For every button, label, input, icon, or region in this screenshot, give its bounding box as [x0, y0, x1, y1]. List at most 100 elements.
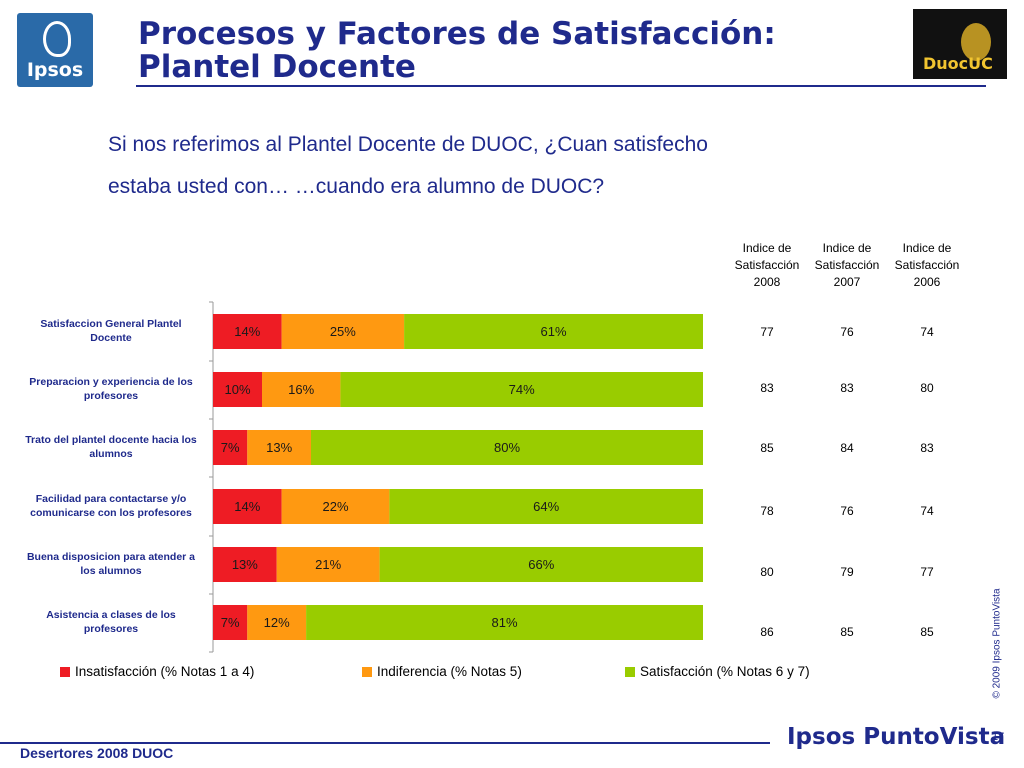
legend-item: Indiferencia (% Notas 5) [362, 664, 522, 679]
index-value: 80 [920, 381, 934, 395]
category-label: Trato del plantel docente hacia los alumn… [14, 433, 208, 461]
category-label-line: Buena disposicion para atender a [26, 551, 196, 563]
ipsos-logo: Ipsos [17, 13, 93, 87]
bar-2-series-1 [247, 430, 311, 465]
title-line-1: Procesos y Factores de Satisfacción: [138, 16, 776, 52]
index-header-line: Indice de [822, 241, 872, 255]
index-value: 77 [760, 325, 774, 339]
category-label-line: comunicarse con los profesores [30, 507, 192, 519]
ipsos-logo-text: Ipsos [26, 59, 84, 81]
legend-label: Indiferencia (% Notas 5) [377, 664, 522, 679]
index-value: 83 [920, 441, 934, 455]
index-value: 85 [840, 625, 854, 639]
legend-swatch [362, 666, 372, 677]
category-label: Preparacion y experiencia de los profesor… [14, 375, 208, 403]
index-value: 83 [760, 381, 774, 395]
bar-4-series-1 [276, 547, 380, 582]
bar-0-series-1 [281, 314, 405, 349]
legend-label: Satisfacción (% Notas 6 y 7) [640, 664, 810, 679]
index-value: 74 [920, 504, 934, 518]
question-text: Si nos referimos al Plantel Docente de D… [108, 124, 828, 208]
bar-label-5-series-1: 12% [264, 615, 290, 630]
category-label-line: Facilidad para contactarse y/o [35, 493, 187, 505]
category-label-line: Trato del plantel docente hacia los [25, 434, 197, 446]
index-header-line: 2006 [913, 275, 941, 289]
bar-4-series-2 [379, 547, 703, 582]
bar-label-0-series-1: 25% [330, 324, 356, 339]
title-divider [136, 85, 986, 87]
bar-3-series-1 [281, 489, 390, 524]
bar-label-3-series-2: 64% [533, 499, 559, 514]
index-header-line: Indice de [742, 241, 792, 255]
index-value: 77 [920, 565, 934, 579]
bar-label-0-series-2: 61% [541, 324, 567, 339]
bar-label-5-series-0: 7% [221, 615, 240, 630]
bar-label-1-series-1: 16% [288, 382, 314, 397]
footer-title: Desertores 2008 DUOC [20, 745, 174, 761]
copyright-side: © 2009 Ipsos PuntoVista [987, 580, 1007, 710]
bar-label-4-series-0: 13% [232, 557, 258, 572]
index-value: 74 [920, 325, 934, 339]
bar-0-series-0 [213, 314, 282, 349]
duoc-logo: DuocUC [913, 9, 1007, 79]
index-header: Indice de Satisfacción 2006 [887, 240, 967, 291]
index-value: 84 [840, 441, 854, 455]
title-line-2: Plantel Docente [138, 49, 416, 85]
footer-brand-logo: Ipsos PuntoVista [787, 724, 1006, 750]
question-line-2: estaba usted con… …cuando era alumno de … [108, 175, 605, 198]
copyright-text: © 2009 Ipsos PuntoVista [991, 588, 1003, 699]
duoc-seal-icon [961, 23, 991, 61]
bar-label-3-series-1: 22% [322, 499, 348, 514]
category-label-line: alumnos [89, 448, 133, 460]
bar-2-series-0 [213, 430, 248, 465]
category-label-line: Satisfaccion General Plantel [40, 318, 182, 330]
index-value: 78 [760, 504, 774, 518]
category-label-line: los alumnos [80, 565, 142, 577]
category-label: Facilidad para contactarse y/o comunicars… [14, 492, 208, 520]
index-value: 76 [840, 325, 854, 339]
index-header-line: 2008 [753, 275, 781, 289]
bar-2-series-2 [311, 430, 703, 465]
bar-label-1-series-0: 10% [224, 382, 250, 397]
category-label: Buena disposicion para atender a los alum… [14, 550, 208, 578]
page-number: 17 [992, 731, 1005, 743]
index-header-line: Satisfacción [894, 258, 960, 272]
category-label-line: Preparacion y experiencia de los [29, 376, 193, 388]
index-header-line: Indice de [902, 241, 952, 255]
category-label-line: Asistencia a clases de los [46, 609, 176, 621]
bar-label-3-series-0: 14% [234, 499, 260, 514]
index-value: 76 [840, 504, 854, 518]
bar-label-4-series-1: 21% [315, 557, 341, 572]
bar-label-2-series-0: 7% [221, 440, 240, 455]
index-header-line: Satisfacción [814, 258, 880, 272]
index-value: 85 [920, 625, 934, 639]
bar-5-series-1 [247, 605, 307, 640]
legend-label: Insatisfacción (% Notas 1 a 4) [75, 664, 255, 679]
category-label-line: Docente [90, 332, 132, 344]
ipsos-face-icon [43, 21, 71, 57]
index-value: 83 [840, 381, 854, 395]
index-header-line: Satisfacción [734, 258, 800, 272]
bar-4-series-0 [213, 547, 277, 582]
legend-item: Satisfacción (% Notas 6 y 7) [625, 664, 810, 679]
index-value: 85 [760, 441, 774, 455]
bar-label-1-series-2: 74% [509, 382, 535, 397]
question-line-1: Si nos referimos al Plantel Docente de D… [108, 133, 708, 156]
category-label: Satisfaccion General Plantel Docente [14, 317, 208, 345]
footer-divider [0, 742, 770, 744]
bar-label-5-series-2: 81% [492, 615, 518, 630]
bar-label-4-series-2: 66% [528, 557, 554, 572]
bar-1-series-1 [262, 372, 341, 407]
index-header: Indice de Satisfacción 2008 [727, 240, 807, 291]
index-value: 79 [840, 565, 854, 579]
bar-label-2-series-1: 13% [266, 440, 292, 455]
category-label-line: profesores [83, 623, 139, 635]
bar-3-series-2 [389, 489, 703, 524]
bar-label-0-series-0: 14% [234, 324, 260, 339]
legend-swatch [625, 666, 635, 677]
legend-item: Insatisfacción (% Notas 1 a 4) [60, 664, 254, 679]
bar-1-series-0 [213, 372, 262, 407]
category-label: Asistencia a clases de los profesores [14, 608, 208, 636]
bar-label-2-series-2: 80% [494, 440, 520, 455]
